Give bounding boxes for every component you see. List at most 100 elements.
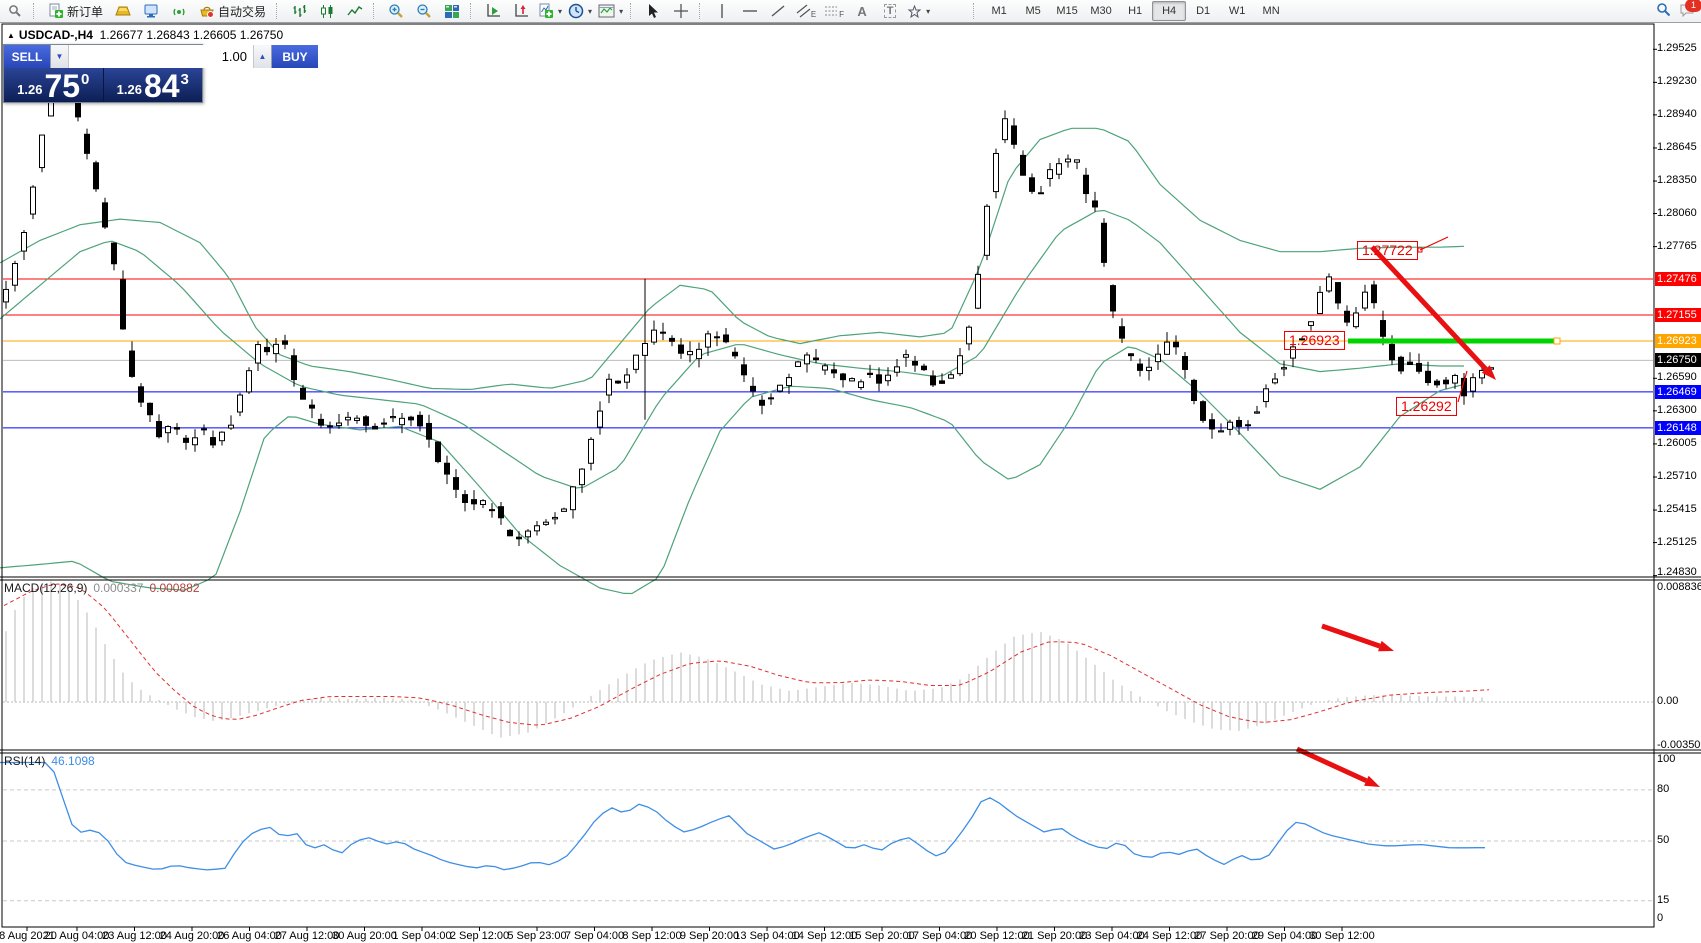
indicator-window-icon[interactable] <box>479 0 507 22</box>
crosshair-tool[interactable] <box>667 0 695 22</box>
notifications-button[interactable]: 1 <box>1679 0 1701 20</box>
fibo-glyph: F <box>839 9 845 19</box>
arrows-tool[interactable]: ▾ <box>904 0 933 22</box>
dropdown-caret-icon: ▾ <box>926 6 931 16</box>
candlestick-chart-icon[interactable] <box>313 0 341 22</box>
add-indicator-button[interactable]: ▾ <box>535 0 565 22</box>
buy-price-big: 84 <box>143 68 180 104</box>
volume-input[interactable] <box>69 45 253 68</box>
price-axis-label: 1.25710 <box>1657 469 1697 482</box>
price-annotation-box[interactable]: 1.27722 <box>1357 241 1418 260</box>
macd-value-signal: 0.000882 <box>149 581 200 595</box>
top-toolbar: 新订单 自动交易 ▾ ▾ <box>0 0 1701 23</box>
dropdown-caret-icon: ▾ <box>619 6 624 16</box>
zoom-out-icon[interactable] <box>410 0 438 22</box>
date-axis-label: 27 Aug 12:00 <box>274 930 340 942</box>
tf-d1[interactable]: D1 <box>1196 5 1211 17</box>
toolbar-grip <box>630 3 636 19</box>
terminal-icon[interactable] <box>137 0 165 22</box>
signals-icon[interactable] <box>165 0 193 22</box>
price-axis-label: 1.26300 <box>1657 403 1697 416</box>
tf-h4[interactable]: H4 <box>1152 1 1187 21</box>
date-axis-label: 2 Sep 12:00 <box>449 930 510 942</box>
text-tool[interactable]: A <box>848 0 876 22</box>
text-label-tool[interactable]: T <box>876 0 904 22</box>
notification-badge: 1 <box>1685 0 1701 12</box>
period-button[interactable]: ▾ <box>565 0 595 22</box>
toolbar-grip <box>276 3 282 19</box>
price-annotation-box[interactable]: 1.26292 <box>1396 397 1457 416</box>
search-icon[interactable] <box>1656 2 1671 20</box>
tf-w1[interactable]: W1 <box>1228 5 1246 17</box>
trendline-tool[interactable] <box>764 0 792 22</box>
date-axis-label: 15 Sep 20:00 <box>849 930 915 942</box>
new-order-label: 新订单 <box>67 4 104 19</box>
auto-trading-label: 自动交易 <box>218 4 267 19</box>
sell-price-small: 1.26 <box>17 82 43 97</box>
add-indicator-icon <box>539 3 554 18</box>
clock-icon <box>568 3 584 19</box>
auto-trading-button[interactable]: 自动交易 <box>193 0 272 22</box>
price-axis-label-highlighted: 1.26148 <box>1655 420 1701 435</box>
price-axis-label: 1.28645 <box>1657 140 1697 153</box>
text-glyph: A <box>857 3 867 19</box>
toolbar-grip <box>33 3 39 19</box>
new-order-button[interactable]: 新订单 <box>42 0 109 22</box>
deposit-icon[interactable] <box>109 0 137 22</box>
volume-up-button[interactable]: ▲ <box>253 45 271 68</box>
date-axis-label: 24 Aug 20:00 <box>159 930 225 942</box>
buy-price-sup: 3 <box>180 71 189 88</box>
date-axis-label: 20 Aug 04:00 <box>44 930 110 942</box>
price-axis-label-highlighted: 1.26923 <box>1655 334 1701 348</box>
price-axis-label: 1.29230 <box>1657 75 1697 88</box>
zoom-in-icon[interactable] <box>382 0 410 22</box>
tf-m15[interactable]: M15 <box>1056 5 1078 17</box>
vertical-line-tool[interactable] <box>708 0 736 22</box>
chart-title: ▲ USDCAD-,H4 1.26677 1.26843 1.26605 1.26… <box>7 28 283 42</box>
sell-price[interactable]: 1.26 75 0 <box>4 68 104 102</box>
rsi-name: RSI(14) <box>4 754 46 768</box>
cursor-tool[interactable] <box>639 0 667 22</box>
price-axis-label: 1.26590 <box>1657 371 1697 384</box>
new-order-icon <box>49 3 63 18</box>
tile-windows-icon[interactable] <box>438 0 466 22</box>
buy-price-small: 1.26 <box>116 82 142 97</box>
price-axis-label: 1.25125 <box>1657 535 1697 548</box>
horizontal-line-tool[interactable] <box>736 0 764 22</box>
buy-price[interactable]: 1.26 84 3 <box>104 68 203 102</box>
date-axis-label: 9 Sep 20:00 <box>679 930 740 942</box>
price-annotation-box[interactable]: 1.26923 <box>1284 331 1345 350</box>
volume-down-button[interactable]: ▼ <box>51 45 69 68</box>
equidistant-channel-tool[interactable]: E <box>792 0 820 22</box>
tf-m5[interactable]: M5 <box>1025 5 1041 17</box>
price-axis-label: 1.26005 <box>1657 436 1697 449</box>
line-chart-icon[interactable] <box>341 0 369 22</box>
tf-m1[interactable]: M1 <box>991 5 1007 17</box>
symbol-search-icon[interactable] <box>1 0 29 22</box>
date-axis-label: 30 Sep 12:00 <box>1309 930 1375 942</box>
tf-h1[interactable]: H1 <box>1128 5 1143 17</box>
sell-price-sup: 0 <box>81 71 90 88</box>
toolbar-grip <box>470 3 476 19</box>
date-axis-label: 7 Sep 04:00 <box>564 930 625 942</box>
price-axis-label: 1.28350 <box>1657 174 1697 187</box>
dropdown-caret-icon: ▾ <box>558 6 563 16</box>
sell-button[interactable]: SELL <box>4 45 50 68</box>
tf-m30[interactable]: M30 <box>1090 5 1112 17</box>
fibonacci-tool[interactable]: F <box>820 0 848 22</box>
date-axis-label: 30 Aug 20:00 <box>332 930 397 942</box>
bar-chart-icon[interactable] <box>285 0 313 22</box>
tf-mn[interactable]: MN <box>1262 5 1280 17</box>
template-button[interactable]: ▾ <box>595 0 626 22</box>
dropdown-caret-icon: ▾ <box>588 6 593 16</box>
chart-template-icon <box>598 4 615 17</box>
date-axis-label: 27 Sep 20:00 <box>1194 930 1260 942</box>
date-axis-label: 14 Sep 12:00 <box>791 930 858 942</box>
buy-button[interactable]: BUY <box>272 45 318 68</box>
date-axis-label: 8 Aug 2021 <box>0 930 55 942</box>
price-axis-label: 1.25415 <box>1657 503 1697 516</box>
date-axis-label: 5 Sep 23:00 <box>507 930 567 942</box>
indicator-window-delete-icon[interactable] <box>507 0 535 22</box>
rsi-value: 46.1098 <box>51 754 95 768</box>
